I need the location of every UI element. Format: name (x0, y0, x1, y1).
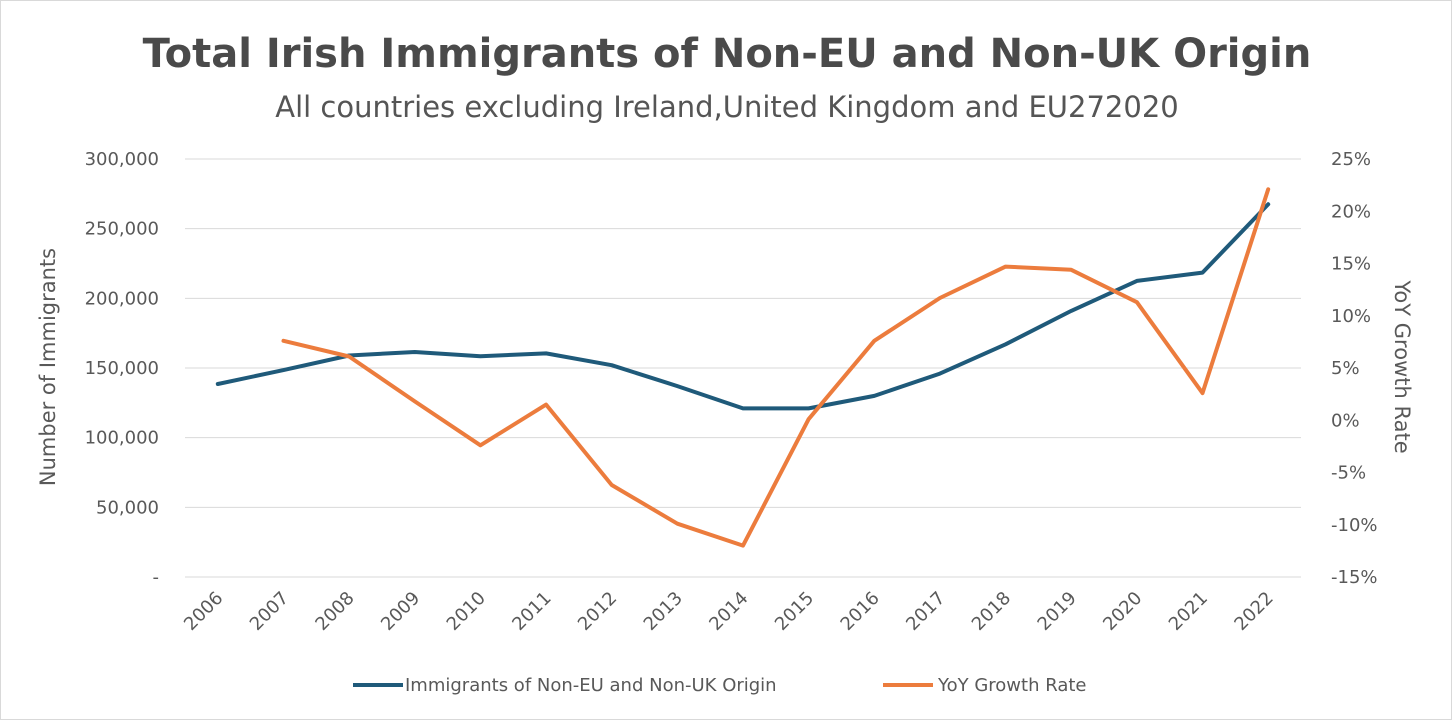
right-tick-label: 20% (1331, 201, 1371, 222)
x-tick-label: 2008 (311, 588, 358, 635)
right-tick-label: 25% (1331, 149, 1371, 170)
x-tick-label: 2006 (180, 588, 227, 635)
x-tick-label: 2015 (771, 588, 818, 635)
x-tick-label: 2021 (1165, 588, 1212, 635)
left-tick-label: 150,000 (85, 358, 159, 379)
x-tick-label: 2018 (968, 588, 1015, 635)
x-tick-label: 2013 (640, 588, 687, 635)
left-tick-label: 250,000 (85, 219, 159, 240)
series-line-growth (281, 187, 1271, 548)
x-tick-label: 2019 (1034, 588, 1081, 635)
left-axis-ticks: - 50,000 100,000 150,000 200,000 250,000 300,0… (85, 149, 159, 588)
right-tick-label: -10% (1331, 515, 1378, 536)
x-tick-label: 2011 (508, 588, 555, 635)
right-axis-title: YoY Growth Rate (1390, 279, 1414, 453)
right-tick-label: 15% (1331, 254, 1371, 275)
right-tick-label: 10% (1331, 306, 1371, 327)
x-tick-label: 2007 (246, 588, 293, 635)
right-tick-label: -5% (1331, 463, 1366, 484)
chart-title: Total Irish Immigrants of Non-EU and Non… (143, 31, 1312, 77)
left-tick-label: 200,000 (85, 288, 159, 309)
left-tick-label: 100,000 (85, 428, 159, 449)
legend: Immigrants of Non-EU and Non-UK Origin Y… (353, 675, 1086, 696)
x-tick-label: 2016 (837, 588, 884, 635)
right-tick-label: -15% (1331, 567, 1378, 588)
left-tick-label: - (153, 567, 160, 588)
x-tick-label: 2009 (377, 588, 424, 635)
x-tick-label: 2012 (574, 588, 621, 635)
x-tick-label: 2017 (902, 588, 949, 635)
x-tick-label: 2020 (1099, 588, 1146, 635)
left-tick-label: 300,000 (85, 149, 159, 170)
legend-label-immigrants: Immigrants of Non-EU and Non-UK Origin (405, 675, 777, 696)
x-tick-label: 2010 (443, 588, 490, 635)
right-tick-label: 0% (1331, 410, 1360, 431)
x-tick-label: 2014 (705, 588, 752, 635)
chart-subtitle: All countries excluding Ireland,United K… (275, 90, 1179, 124)
right-axis-ticks: -15% -10% -5% 0% 5% 10% 15% 20% 25% (1331, 149, 1378, 588)
series-lines (215, 187, 1271, 548)
gridlines (185, 158, 1301, 578)
right-tick-label: 5% (1331, 358, 1360, 379)
x-tick-label: 2022 (1230, 588, 1277, 635)
left-tick-label: 50,000 (96, 497, 159, 518)
x-axis-ticks: 2006 2007 2008 2009 2010 2011 2012 2013 2014 2015… (180, 588, 1278, 635)
left-axis-title: Number of Immigrants (36, 248, 60, 486)
series-line-immigrants (215, 202, 1271, 411)
legend-label-growth: YoY Growth Rate (937, 675, 1086, 696)
